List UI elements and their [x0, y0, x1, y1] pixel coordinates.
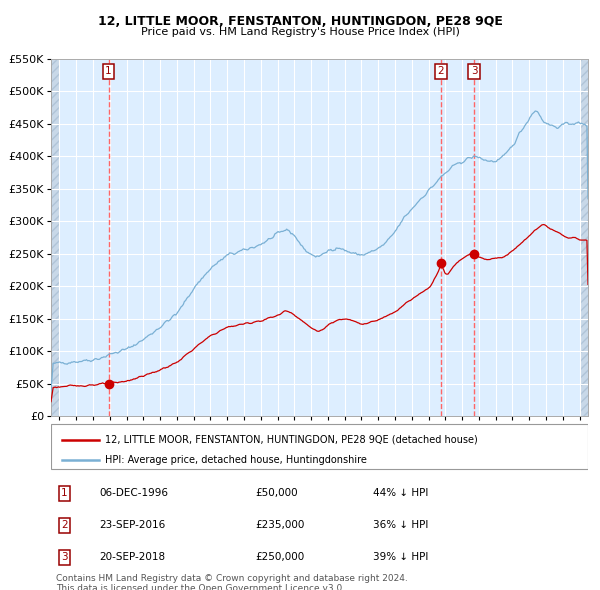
Text: £50,000: £50,000 — [255, 489, 298, 499]
Text: 2: 2 — [437, 67, 444, 77]
Text: 12, LITTLE MOOR, FENSTANTON, HUNTINGDON, PE28 9QE (detached house): 12, LITTLE MOOR, FENSTANTON, HUNTINGDON,… — [105, 434, 478, 444]
Text: 2: 2 — [61, 520, 68, 530]
Text: £250,000: £250,000 — [255, 552, 304, 562]
Text: 20-SEP-2018: 20-SEP-2018 — [100, 552, 166, 562]
Text: 23-SEP-2016: 23-SEP-2016 — [100, 520, 166, 530]
Text: 39% ↓ HPI: 39% ↓ HPI — [373, 552, 428, 562]
Text: 3: 3 — [471, 67, 478, 77]
Text: HPI: Average price, detached house, Huntingdonshire: HPI: Average price, detached house, Hunt… — [105, 455, 367, 465]
Text: 44% ↓ HPI: 44% ↓ HPI — [373, 489, 428, 499]
Text: £235,000: £235,000 — [255, 520, 304, 530]
FancyBboxPatch shape — [51, 424, 588, 469]
Text: Contains HM Land Registry data © Crown copyright and database right 2024.: Contains HM Land Registry data © Crown c… — [56, 573, 408, 583]
Text: 06-DEC-1996: 06-DEC-1996 — [100, 489, 169, 499]
Text: 1: 1 — [105, 67, 112, 77]
Bar — [51, 59, 59, 416]
Text: 1: 1 — [61, 489, 68, 499]
Text: 3: 3 — [61, 552, 68, 562]
Text: 12, LITTLE MOOR, FENSTANTON, HUNTINGDON, PE28 9QE: 12, LITTLE MOOR, FENSTANTON, HUNTINGDON,… — [98, 15, 502, 28]
Text: Price paid vs. HM Land Registry's House Price Index (HPI): Price paid vs. HM Land Registry's House … — [140, 27, 460, 37]
Text: 36% ↓ HPI: 36% ↓ HPI — [373, 520, 428, 530]
Text: This data is licensed under the Open Government Licence v3.0.: This data is licensed under the Open Gov… — [56, 584, 346, 590]
Bar — [580, 59, 588, 416]
